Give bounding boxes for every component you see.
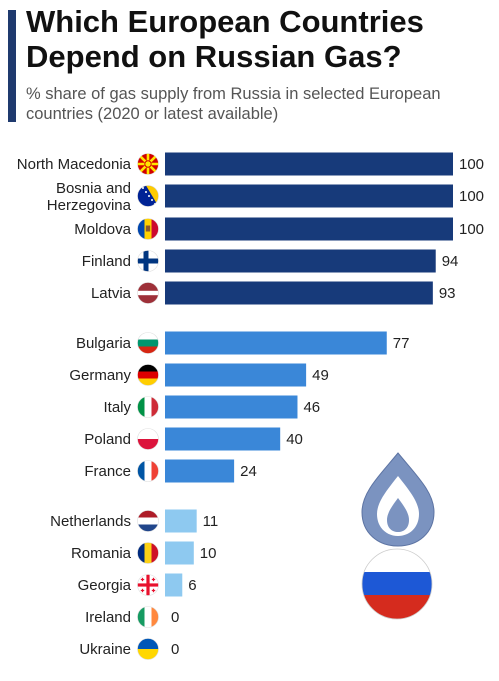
russia-flag-icon — [361, 548, 433, 620]
bar — [165, 281, 433, 305]
bosnia-flag-icon — [137, 185, 159, 207]
france-flag-icon — [137, 460, 159, 482]
category-label: Ukraine — [79, 641, 131, 658]
value-label: 11 — [203, 513, 219, 530]
category-label: Latvia — [91, 285, 132, 302]
category-label: North Macedonia — [17, 156, 132, 173]
category-label: Romania — [71, 545, 132, 562]
category-label: Ireland — [85, 609, 131, 626]
georgia-flag-icon — [137, 574, 159, 596]
value-label: 0 — [171, 609, 179, 626]
category-label: Bulgaria — [76, 335, 132, 352]
category-label: Netherlands — [50, 513, 131, 530]
ukraine-flag-icon — [137, 638, 159, 660]
germany-flag-icon — [137, 364, 159, 386]
bulgaria-flag-icon — [137, 332, 159, 354]
romania-flag-icon — [137, 542, 159, 564]
bar — [165, 152, 453, 176]
category-label: Moldova — [74, 221, 131, 238]
value-label: 100 — [459, 156, 484, 173]
value-label: 0 — [171, 641, 179, 658]
value-label: 77 — [393, 335, 410, 352]
bar — [165, 509, 197, 533]
category-label: Bosnia and Herzegovina — [47, 180, 132, 214]
finland-flag-icon — [137, 250, 159, 272]
title-accent-bar — [8, 10, 16, 122]
value-label: 10 — [200, 545, 217, 562]
value-label: 40 — [286, 431, 303, 448]
value-label: 100 — [459, 188, 484, 205]
bar — [165, 331, 387, 355]
ireland-flag-icon — [137, 606, 159, 628]
bar — [165, 363, 307, 387]
netherlands-flag-icon — [137, 510, 159, 532]
category-label: Poland — [84, 431, 131, 448]
value-label: 49 — [312, 367, 329, 384]
value-label: 6 — [188, 577, 196, 594]
value-label: 94 — [442, 253, 459, 270]
value-label: 24 — [240, 463, 257, 480]
category-label: Georgia — [78, 577, 132, 594]
gas-flame-icon — [361, 452, 435, 547]
bar — [165, 541, 194, 565]
north-macedonia-flag-icon — [137, 153, 159, 175]
category-label: Germany — [69, 367, 131, 384]
moldova-flag-icon — [137, 218, 159, 240]
category-label: Italy — [103, 399, 131, 416]
bar — [165, 573, 183, 597]
bar — [165, 395, 298, 419]
poland-flag-icon — [137, 428, 159, 450]
bar — [165, 184, 453, 208]
value-label: 100 — [459, 221, 484, 238]
latvia-flag-icon — [137, 282, 159, 304]
bar — [165, 427, 281, 451]
chart-subtitle: % share of gas supply from Russia in sel… — [26, 85, 441, 123]
bar — [165, 459, 235, 483]
chart-title: Which European Countries Depend on Russi… — [26, 4, 424, 74]
category-label: France — [84, 463, 131, 480]
italy-flag-icon — [137, 396, 159, 418]
value-label: 93 — [439, 285, 456, 302]
bar — [165, 249, 436, 273]
category-label: Finland — [82, 253, 131, 270]
value-label: 46 — [303, 399, 320, 416]
bar — [165, 217, 453, 241]
